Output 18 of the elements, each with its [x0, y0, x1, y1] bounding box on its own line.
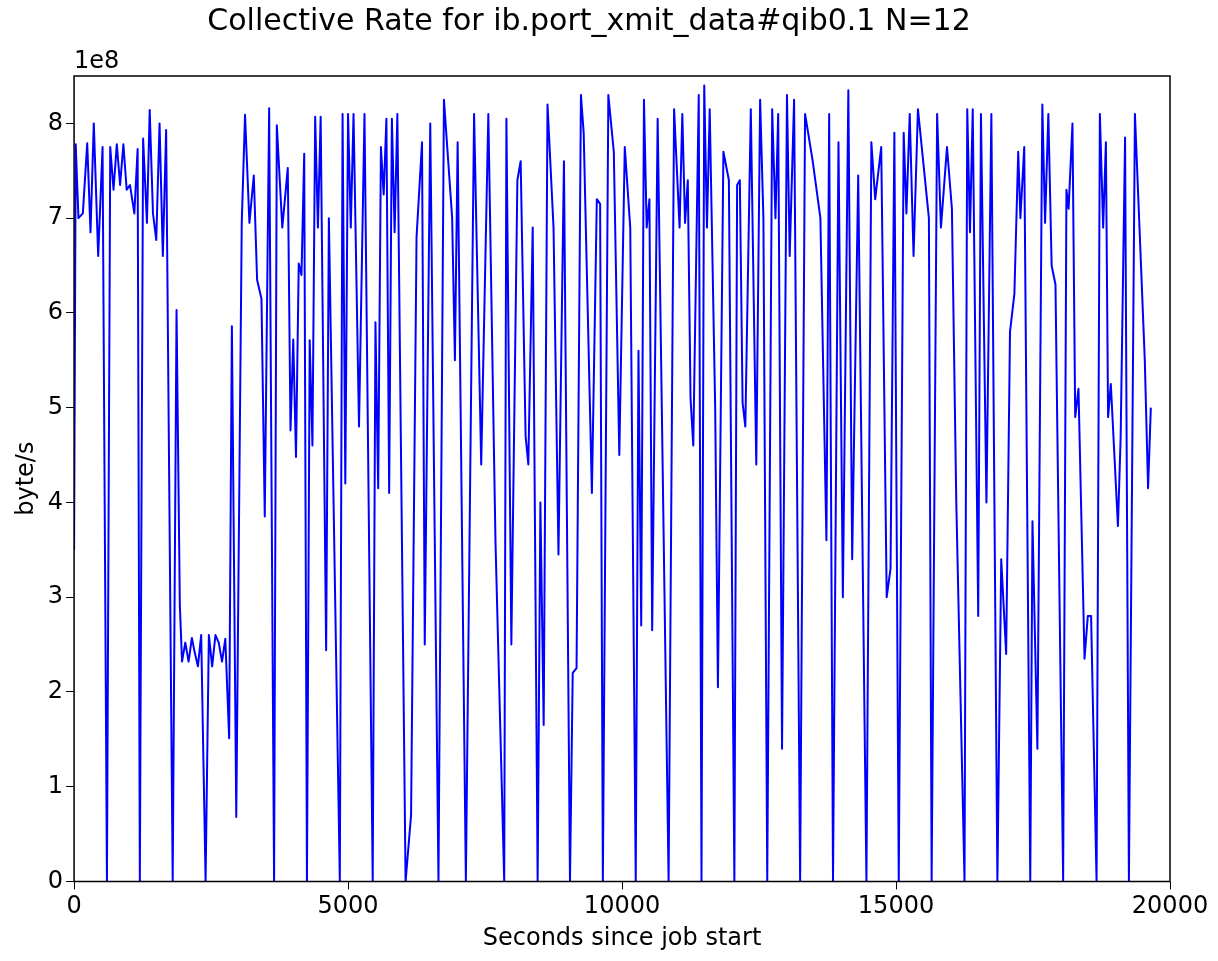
y-tick-label: 7	[47, 202, 64, 231]
y-tick-label: 0	[47, 865, 64, 894]
y-tick-label: 6	[47, 297, 64, 326]
text: 1e8	[74, 46, 120, 75]
y-tick-label: 2	[47, 676, 64, 705]
chart-title: Collective Rate for ib.port_xmit_data#qib0.1 N=12	[207, 1, 971, 37]
x-tick-label: 20000	[1131, 891, 1209, 920]
x-tick-label: 0	[66, 891, 82, 920]
y-tick-label: 1	[47, 770, 64, 799]
y-tick-label: 4	[47, 486, 64, 515]
y-tick-label: 5	[47, 391, 64, 420]
x-tick-label: 10000	[583, 891, 661, 920]
x-tick-label: 5000	[317, 891, 379, 920]
y-tick-label: 3	[47, 581, 64, 610]
x-axis-title: Seconds since job start	[482, 922, 762, 951]
x-tick-label: 15000	[857, 891, 935, 920]
y-axis-title: byte/s	[10, 441, 39, 516]
y-tick-label: 8	[47, 107, 64, 136]
